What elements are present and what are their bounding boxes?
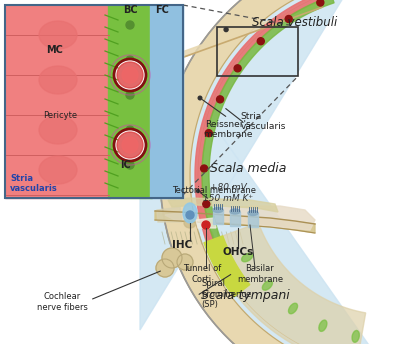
Circle shape bbox=[198, 96, 202, 100]
Polygon shape bbox=[207, 223, 366, 344]
Circle shape bbox=[257, 38, 264, 45]
Polygon shape bbox=[168, 198, 278, 212]
Polygon shape bbox=[155, 211, 315, 233]
Circle shape bbox=[122, 137, 138, 153]
Circle shape bbox=[126, 21, 134, 29]
Circle shape bbox=[196, 190, 200, 193]
Polygon shape bbox=[140, 0, 390, 344]
Polygon shape bbox=[160, 0, 390, 344]
Circle shape bbox=[117, 132, 143, 158]
Polygon shape bbox=[157, 207, 182, 222]
Ellipse shape bbox=[39, 21, 77, 49]
Bar bbox=[216, 27, 298, 76]
Text: Stria
vascularis: Stria vascularis bbox=[240, 112, 286, 131]
Bar bbox=[5, 5, 110, 198]
Ellipse shape bbox=[183, 203, 197, 223]
Text: IHC: IHC bbox=[172, 240, 192, 250]
Text: Basilar
membrane: Basilar membrane bbox=[237, 264, 283, 284]
Ellipse shape bbox=[288, 303, 298, 314]
Circle shape bbox=[162, 248, 182, 268]
Circle shape bbox=[126, 161, 134, 169]
Circle shape bbox=[317, 0, 324, 6]
Polygon shape bbox=[204, 236, 250, 297]
Ellipse shape bbox=[262, 281, 272, 290]
Text: Tunnel of
Corti: Tunnel of Corti bbox=[183, 264, 221, 284]
Text: Scala vestibuli: Scala vestibuli bbox=[252, 15, 338, 29]
Text: Reissner's
membrane: Reissner's membrane bbox=[203, 120, 253, 139]
Ellipse shape bbox=[39, 156, 77, 184]
Circle shape bbox=[126, 91, 134, 99]
Circle shape bbox=[285, 15, 292, 22]
Circle shape bbox=[234, 65, 241, 72]
Polygon shape bbox=[165, 206, 315, 230]
Circle shape bbox=[202, 221, 210, 229]
Circle shape bbox=[114, 59, 146, 91]
Ellipse shape bbox=[39, 116, 77, 144]
Circle shape bbox=[201, 165, 208, 172]
Circle shape bbox=[216, 96, 224, 103]
Circle shape bbox=[205, 130, 212, 137]
Circle shape bbox=[117, 62, 143, 88]
Ellipse shape bbox=[242, 253, 252, 262]
Circle shape bbox=[203, 201, 210, 207]
Circle shape bbox=[126, 56, 134, 64]
Circle shape bbox=[122, 67, 138, 83]
Text: Pericyte: Pericyte bbox=[43, 110, 77, 119]
Circle shape bbox=[156, 259, 174, 277]
Bar bbox=[108, 5, 152, 198]
Bar bbox=[150, 5, 183, 198]
Text: Stria
vascularis: Stria vascularis bbox=[10, 174, 58, 193]
Polygon shape bbox=[196, 218, 216, 228]
Text: Spiral
prominence
(SP): Spiral prominence (SP) bbox=[201, 279, 252, 309]
Circle shape bbox=[186, 211, 194, 219]
Ellipse shape bbox=[230, 209, 240, 214]
Text: BC: BC bbox=[123, 5, 137, 15]
Polygon shape bbox=[170, 1, 324, 62]
Bar bbox=[5, 5, 183, 198]
Bar bbox=[230, 212, 240, 226]
Ellipse shape bbox=[184, 218, 196, 228]
Polygon shape bbox=[195, 0, 332, 257]
Text: +80 mV
150 mM K⁺: +80 mV 150 mM K⁺ bbox=[203, 183, 253, 203]
Bar bbox=[248, 213, 258, 227]
Circle shape bbox=[177, 254, 193, 270]
Ellipse shape bbox=[39, 66, 77, 94]
Text: FC: FC bbox=[155, 5, 169, 15]
Text: Tectorial membrane: Tectorial membrane bbox=[172, 185, 256, 194]
Ellipse shape bbox=[213, 207, 223, 213]
Ellipse shape bbox=[352, 331, 359, 342]
Text: Scala tympani: Scala tympani bbox=[201, 289, 289, 301]
Circle shape bbox=[224, 28, 228, 32]
Bar bbox=[213, 210, 223, 224]
Text: OHCs: OHCs bbox=[222, 247, 254, 257]
Ellipse shape bbox=[319, 320, 327, 331]
Text: Scala media: Scala media bbox=[210, 161, 286, 174]
Circle shape bbox=[126, 126, 134, 134]
Ellipse shape bbox=[248, 211, 258, 215]
Bar bbox=[5, 5, 183, 198]
Text: MC: MC bbox=[46, 45, 64, 55]
Text: IC: IC bbox=[120, 160, 130, 170]
Circle shape bbox=[114, 129, 146, 161]
Text: Cochlear
nerve fibers: Cochlear nerve fibers bbox=[36, 292, 88, 312]
Polygon shape bbox=[202, 0, 334, 255]
